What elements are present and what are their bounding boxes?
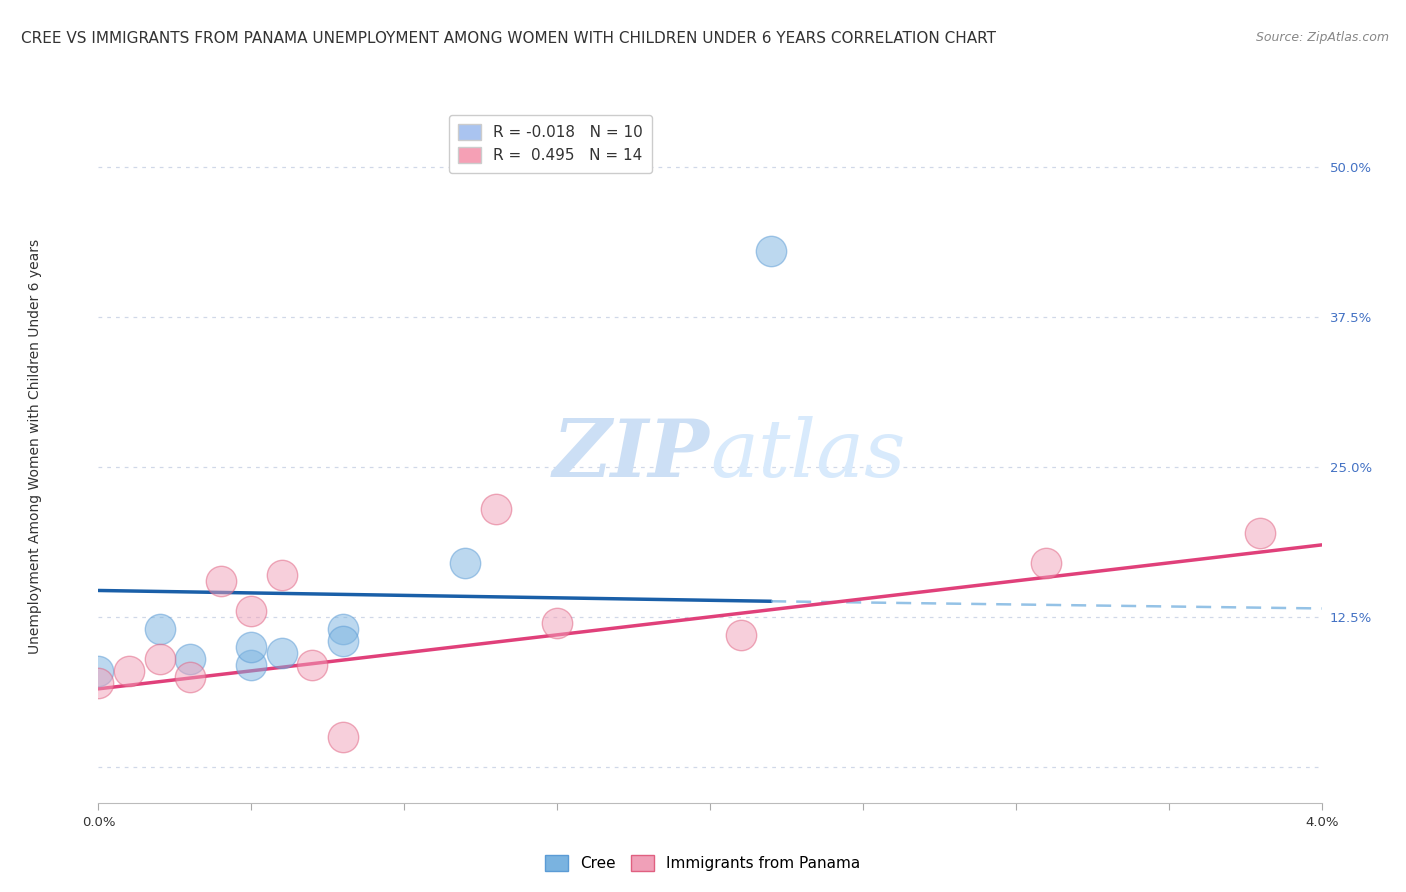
Point xyxy=(1035,556,1057,570)
Legend: Cree, Immigrants from Panama: Cree, Immigrants from Panama xyxy=(538,849,868,877)
Point xyxy=(332,730,354,744)
Point xyxy=(270,646,294,660)
Point xyxy=(546,615,568,630)
Point xyxy=(332,633,354,648)
Text: Source: ZipAtlas.com: Source: ZipAtlas.com xyxy=(1256,31,1389,45)
Point xyxy=(454,556,477,570)
Point xyxy=(179,652,201,666)
Point xyxy=(149,622,172,636)
Point xyxy=(730,628,752,642)
Text: ZIP: ZIP xyxy=(553,417,710,493)
Point xyxy=(179,670,201,684)
Text: CREE VS IMMIGRANTS FROM PANAMA UNEMPLOYMENT AMONG WOMEN WITH CHILDREN UNDER 6 YE: CREE VS IMMIGRANTS FROM PANAMA UNEMPLOYM… xyxy=(21,31,995,46)
Text: Unemployment Among Women with Children Under 6 years: Unemployment Among Women with Children U… xyxy=(28,238,42,654)
Point xyxy=(1249,525,1271,540)
Point xyxy=(87,664,110,678)
Point xyxy=(332,622,354,636)
Point xyxy=(485,502,508,516)
Point xyxy=(209,574,232,588)
Point xyxy=(240,657,263,672)
Point xyxy=(118,664,141,678)
Point xyxy=(240,640,263,654)
Point xyxy=(149,652,172,666)
Text: atlas: atlas xyxy=(710,417,905,493)
Point xyxy=(301,657,323,672)
Point xyxy=(270,567,294,582)
Point xyxy=(87,676,110,690)
Point xyxy=(240,604,263,618)
Text: 4.0%: 4.0% xyxy=(1305,816,1339,830)
Point xyxy=(759,244,782,258)
Text: 0.0%: 0.0% xyxy=(82,816,115,830)
Legend: R = -0.018   N = 10, R =  0.495   N = 14: R = -0.018 N = 10, R = 0.495 N = 14 xyxy=(449,115,652,173)
